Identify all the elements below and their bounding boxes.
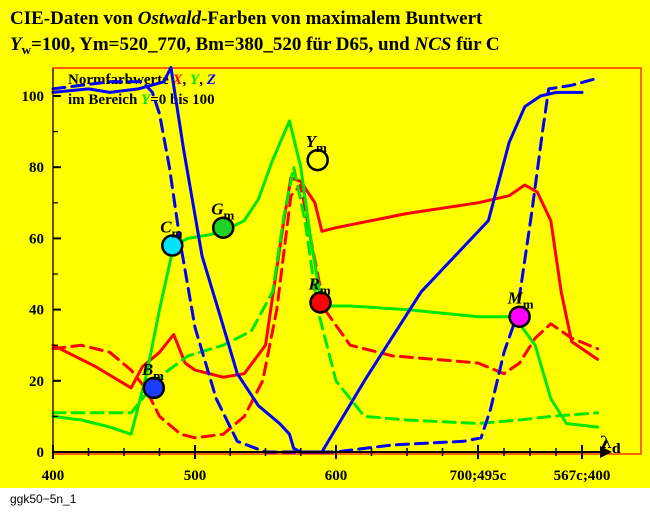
x-tick-label: 500 [184,468,207,484]
marker-gm [211,216,235,239]
title-line-2: Yw=100, Ym=520_770, Bm=380_520 für D65, … [10,34,500,57]
x-tick-label: 600 [325,468,348,484]
marker-label-cm: Cm [160,218,182,241]
marker-bm [142,376,166,400]
marker-mm [508,305,531,328]
legend-line-2: im Bereich Y=0 bis 100 [68,92,215,108]
y-tick-label: 0 [37,445,45,461]
tick-group: 400 500 600 700;495c 567c;400 0 20 40 60 80 100 [22,89,611,484]
series-y-dashed-line [51,165,600,425]
title-line-1: CIE-Daten von Ostwald-Farben von maximal… [10,8,483,29]
x-axis-label: λd [600,433,621,457]
y-tick-label: 100 [22,89,45,105]
y-tick-label: 80 [29,160,44,176]
marker-group: Cm Gm Ym Rm Mm Bm [141,132,534,400]
marker-cm [161,234,184,257]
x-tick-label: 400 [42,468,65,484]
marker-label-gm: Gm [211,200,234,223]
footer-label: ggk50−5n_1 [10,492,77,506]
marker-label-mm: Mm [507,289,534,312]
marker-ym [306,148,329,172]
y-tick-label: 40 [29,303,44,319]
x-tick-label: 567c;400 [554,468,611,484]
x-axis-arrow-icon [600,446,612,458]
y-tick-label: 60 [29,231,44,247]
x-tick-label: 700;495c [450,468,507,484]
marker-label-rm: Rm [307,274,330,297]
marker-rm [309,291,332,314]
y-tick-label: 20 [29,374,44,390]
series-z-solid-line [51,66,584,454]
legend-line-1: Normfarbwerte X, Y, Z [68,72,216,88]
marker-label-ym: Ym [306,132,327,155]
marker-label-bm: Bm [141,360,164,383]
